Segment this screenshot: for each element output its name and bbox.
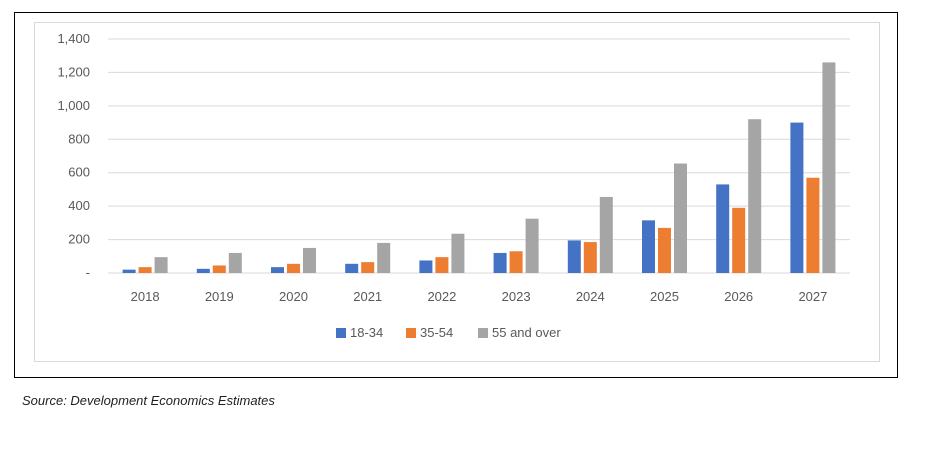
bar-35-54-2027: [806, 177, 820, 273]
x-tick-label: 2026: [724, 289, 753, 304]
bar-55-and-over-2025: [674, 163, 687, 273]
bar-55-and-over-2026: [748, 119, 762, 273]
bar-35-54-2024: [583, 242, 597, 273]
bar-35-54-2019: [212, 265, 226, 273]
x-axis-ticks: 2018 2019 2020 2021 2022 2023 2024 2025 2026 2027: [131, 289, 828, 304]
bar-55-and-over-2018: [154, 257, 168, 273]
source-note: Source: Development Economics Estimates: [22, 393, 275, 408]
bar-18-34-2027: [790, 122, 804, 273]
legend-label: 55 and over: [492, 325, 561, 340]
y-tick-label: 600: [68, 165, 90, 180]
bar-55-and-over-2020: [303, 247, 316, 273]
legend-swatch: [336, 328, 346, 338]
legend: 18-34 35-54 55 and over: [336, 325, 561, 340]
x-tick-label: 2018: [131, 289, 160, 304]
x-tick-label: 2020: [279, 289, 308, 304]
bar-55-and-over-2024: [599, 196, 613, 273]
y-tick-label: 1,400: [57, 31, 90, 46]
legend-label: 18-34: [350, 325, 383, 340]
bar-18-34-2026: [716, 184, 730, 273]
bar-18-34-2018: [122, 269, 136, 273]
y-tick-label: 1,000: [57, 98, 90, 113]
bar-35-54-2022: [435, 257, 449, 273]
x-tick-label: 2022: [427, 289, 456, 304]
bar-18-34-2024: [567, 240, 581, 273]
y-tick-label: 200: [68, 232, 90, 247]
y-tick-label: 800: [68, 131, 90, 146]
y-axis-ticks: - 200 400 600 800 1,000 1,200 1,400: [57, 31, 90, 280]
bar-18-34-2020: [271, 267, 284, 273]
x-tick-label: 2019: [205, 289, 234, 304]
x-tick-label: 2021: [353, 289, 382, 304]
x-tick-label: 2023: [502, 289, 531, 304]
bar-55-and-over-2022: [451, 233, 465, 273]
bar-35-54-2018: [138, 267, 152, 273]
bars: [122, 62, 836, 274]
chart-area: [34, 22, 880, 362]
legend-swatch: [478, 328, 488, 338]
x-tick-label: 2025: [650, 289, 679, 304]
y-tick-label: 1,200: [57, 64, 90, 79]
x-tick-label: 2024: [576, 289, 605, 304]
x-tick-label: 2027: [798, 289, 827, 304]
bar-35-54-2020: [287, 263, 300, 273]
bar-18-34-2021: [345, 263, 359, 273]
bar-35-54-2026: [732, 207, 746, 273]
bar-18-34-2025: [642, 220, 655, 273]
bar-18-34-2023: [493, 252, 507, 273]
legend-label: 35-54: [420, 325, 453, 340]
y-tick-label: 400: [68, 198, 90, 213]
bar-55-and-over-2019: [228, 252, 242, 273]
bar-55-and-over-2027: [822, 62, 836, 274]
bar-35-54-2023: [509, 251, 523, 273]
legend-swatch: [406, 328, 416, 338]
bar-35-54-2021: [361, 262, 375, 273]
bar-35-54-2025: [658, 227, 671, 273]
bar-18-34-2019: [196, 268, 210, 273]
bar-18-34-2022: [419, 260, 433, 273]
bar-55-and-over-2021: [377, 242, 391, 273]
bar-55-and-over-2023: [525, 218, 539, 273]
y-tick-label: -: [86, 265, 90, 280]
